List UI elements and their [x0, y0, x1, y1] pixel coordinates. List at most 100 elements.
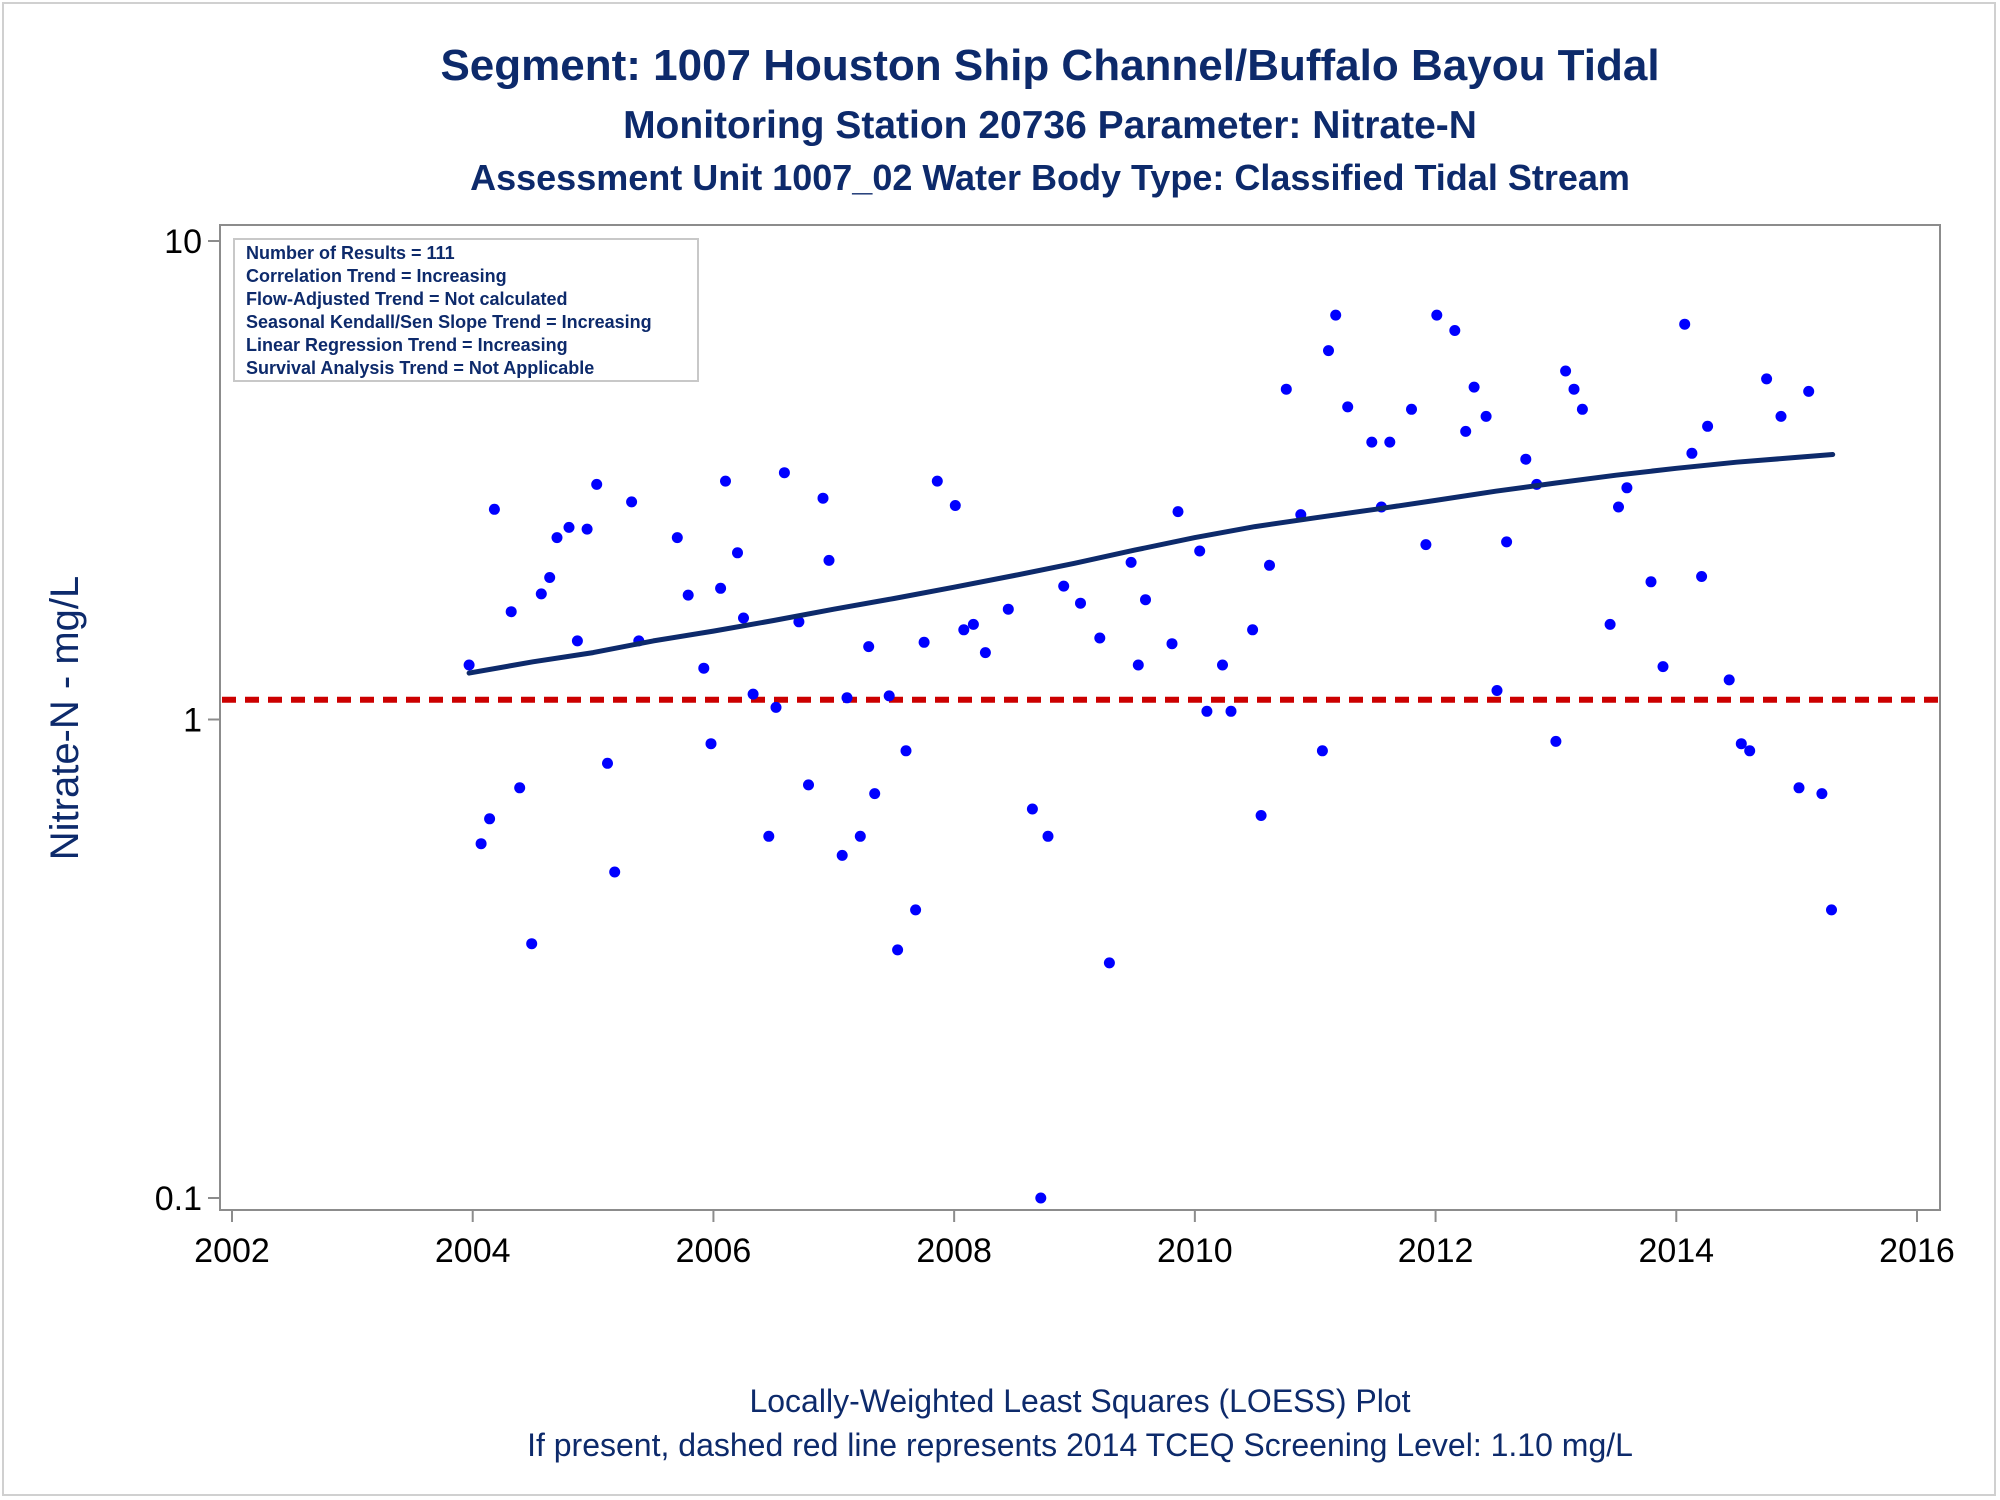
data-point	[1702, 420, 1714, 432]
data-point	[1194, 545, 1206, 557]
data-point	[1816, 788, 1828, 800]
data-point	[763, 830, 775, 842]
data-point	[715, 582, 727, 594]
loess-trend-line	[466, 452, 1836, 676]
data-point	[1686, 447, 1698, 459]
data-point	[544, 572, 556, 583]
y-axis-label: Nitrate-N - mg/L	[43, 576, 87, 861]
data-point	[475, 838, 487, 850]
data-point	[591, 478, 603, 490]
data-point	[488, 503, 500, 515]
data-point	[1280, 383, 1292, 395]
data-point	[979, 647, 991, 659]
axes: 2002 2004 2006 2008 2010 2012 2014 2016 0.1 1 10	[155, 223, 1955, 1270]
data-point	[1793, 782, 1805, 794]
data-point	[1576, 403, 1588, 415]
data-point	[1094, 632, 1106, 644]
data-point	[1826, 904, 1837, 916]
data-point	[1468, 381, 1480, 393]
x-tick-label: 2010	[1157, 1232, 1233, 1270]
info-linear-regression-trend: Linear Regression Trend = Increasing	[246, 335, 568, 355]
data-point	[900, 745, 912, 757]
data-point	[1723, 674, 1735, 686]
data-point	[1501, 536, 1513, 548]
trend-layer	[466, 452, 1836, 676]
data-point	[1657, 661, 1669, 673]
data-point	[1075, 597, 1086, 609]
data-point	[1217, 659, 1228, 671]
data-point	[563, 521, 575, 533]
data-point	[1316, 745, 1328, 757]
data-point	[817, 492, 829, 504]
data-point	[958, 624, 970, 636]
data-point	[1761, 373, 1773, 385]
data-point	[1460, 425, 1472, 437]
data-point	[1125, 556, 1137, 568]
data-point	[1420, 539, 1432, 551]
data-point	[1042, 830, 1054, 842]
data-point	[967, 618, 979, 630]
chart-title: Segment: 1007 Houston Ship Channel/Buffa…	[440, 41, 1659, 90]
data-point	[1491, 685, 1503, 696]
data-point	[949, 500, 961, 511]
data-point	[514, 782, 526, 794]
data-point	[1264, 559, 1275, 571]
info-seasonal-kendall-trend: Seasonal Kendall/Sen Slope Trend = Incre…	[246, 312, 652, 332]
data-point	[484, 813, 496, 825]
data-point	[1803, 385, 1815, 397]
data-point	[1431, 309, 1443, 321]
data-point	[1744, 745, 1756, 757]
footnote-loess: Locally-Weighted Least Squares (LOESS) P…	[749, 1383, 1410, 1419]
x-tick-label: 2014	[1638, 1232, 1714, 1270]
data-point	[1035, 1192, 1047, 1204]
data-point	[571, 635, 583, 647]
data-point	[1449, 325, 1461, 336]
data-point	[793, 616, 805, 628]
data-point	[1480, 410, 1492, 422]
data-point	[602, 757, 613, 769]
data-point	[823, 554, 835, 566]
data-point	[1550, 735, 1562, 747]
data-point	[1201, 705, 1213, 717]
info-flow-adjusted-trend: Flow-Adjusted Trend = Not calculated	[246, 289, 568, 309]
plot-area	[219, 224, 1941, 1211]
data-point	[918, 636, 930, 648]
data-point	[1225, 705, 1237, 717]
data-point	[1172, 506, 1184, 518]
data-point	[698, 662, 710, 674]
x-tick-label: 2006	[676, 1232, 752, 1270]
data-point	[1621, 482, 1633, 494]
data-point	[803, 779, 814, 791]
data-point	[705, 738, 717, 750]
data-point	[836, 849, 848, 861]
data-point	[1775, 410, 1787, 422]
x-tick-label: 2008	[916, 1232, 992, 1270]
data-point	[1645, 576, 1657, 588]
data-point	[910, 904, 922, 916]
data-point	[883, 690, 895, 702]
data-point	[526, 938, 538, 950]
y-tick-label: 10	[164, 223, 202, 261]
data-point	[1103, 957, 1115, 969]
data-point	[778, 467, 790, 479]
data-point	[1406, 403, 1417, 415]
data-point	[1255, 810, 1267, 821]
x-tick-label: 2012	[1398, 1232, 1474, 1270]
data-point	[1613, 501, 1624, 513]
data-point	[1058, 580, 1070, 592]
data-point	[869, 788, 881, 800]
trend-info-box: Number of Results = 111 Correlation Tren…	[233, 238, 699, 382]
info-box-frame	[233, 238, 699, 382]
footnote-screening: If present, dashed red line represents 2…	[527, 1427, 1633, 1463]
data-point	[931, 475, 943, 487]
data-point	[1132, 659, 1144, 671]
data-point	[1560, 365, 1572, 377]
data-point	[1140, 594, 1151, 606]
data-point	[863, 641, 875, 653]
data-point	[505, 606, 517, 618]
data-point	[1384, 436, 1396, 448]
info-number-of-results: Number of Results = 111	[246, 243, 455, 263]
data-point	[1520, 453, 1532, 465]
data-points	[463, 309, 1837, 1204]
